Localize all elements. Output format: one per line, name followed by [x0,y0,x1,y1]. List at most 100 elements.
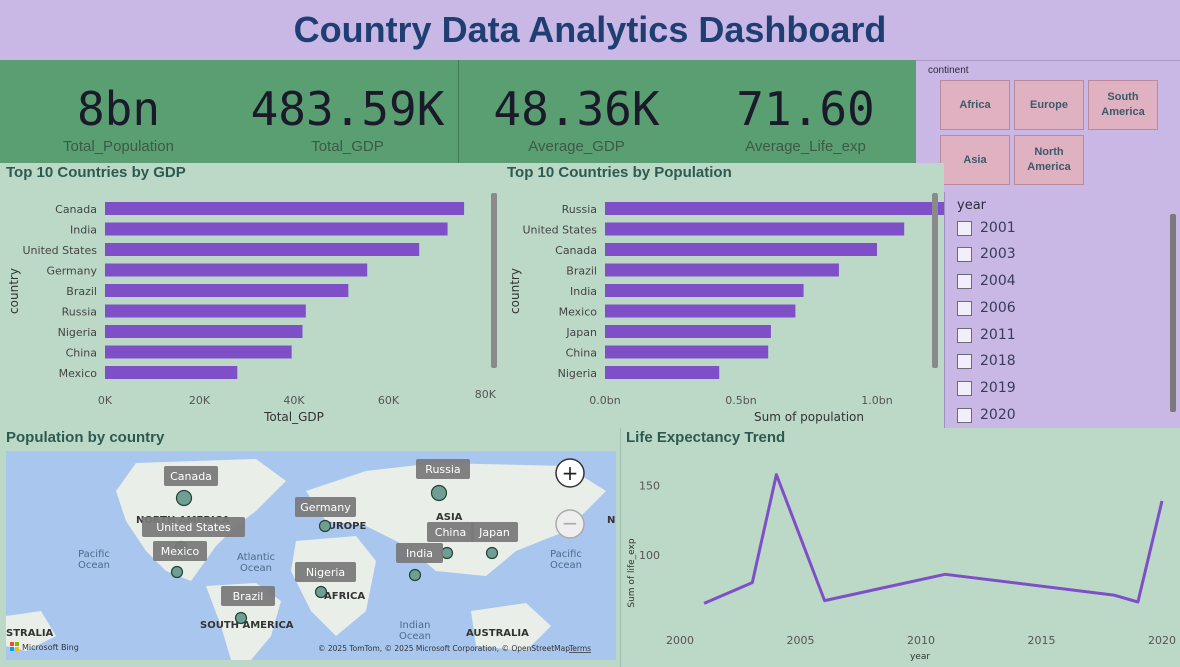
map-marker-label: China [435,526,466,539]
continent-south-america-button[interactable]: South America [1088,80,1158,130]
year-option[interactable]: 2003 [957,243,1016,265]
continent-africa-button[interactable]: Africa [940,80,1010,130]
bar[interactable] [605,366,720,379]
continent-north-america-button[interactable]: North America [1014,135,1084,185]
map-marker-label: Canada [170,470,212,483]
gdp-bar-chart: Canada India United States Germany Brazil Rus… [7,202,465,424]
kpi-average-gdp[interactable]: 48.36K Average_GDP [462,60,691,163]
axis-tick-label: 40K [283,394,305,407]
bar-category-label: Canada [555,244,597,257]
kpi-total-gdp[interactable]: 483.59K Total_GDP [233,60,462,163]
checkbox[interactable] [957,273,972,289]
bar-category-label: Brazil [66,285,97,298]
map-marker-label: Nigeria [306,566,345,579]
australia-shape [471,603,551,651]
region-label: AUSTRALIA [466,628,529,639]
checkbox[interactable] [957,327,972,343]
map-marker-label-bg [295,497,356,517]
continent-europe-button[interactable]: Europe [1014,80,1084,130]
year-option[interactable]: 2001 [957,217,1016,239]
year-option[interactable]: 2004 [957,270,1016,292]
map-marker-label-bg [416,459,470,479]
bar[interactable] [105,325,303,338]
map-marker[interactable] [234,611,248,625]
checkbox[interactable] [957,300,972,316]
life-exp-line[interactable] [703,473,1164,605]
bar[interactable] [605,263,839,277]
checkbox[interactable] [957,220,972,236]
x-tick-label: 2005 [787,634,815,647]
life-chart-panel [620,428,1180,667]
x-tick-label: 2010 [907,634,935,647]
year-option-label: 2011 [980,327,1016,343]
map-marker[interactable] [430,484,448,502]
kpi-total-population[interactable]: 8bn Total_Population [4,60,233,163]
year-option[interactable]: 2011 [957,324,1016,346]
bar[interactable] [105,202,465,215]
kpi-value: 48.36K [493,82,660,136]
microsoft-logo-icon-part [15,647,19,651]
ocean-label: Pacific Ocean [550,549,582,571]
year-option[interactable]: 2006 [957,297,1016,319]
map-attribution[interactable]: © 2025 TomTom, © 2025 Microsoft Corporat… [318,644,570,653]
kpi-label: Average_Life_exp [745,138,866,155]
bar-category-label: United States [23,244,98,257]
axis-tick-label: 0.5bn [725,394,756,407]
continent-asia-button[interactable]: Asia [940,135,1010,185]
africa-shape [291,536,376,636]
year-option[interactable]: 2018 [957,350,1016,372]
bar[interactable] [105,345,292,359]
year-option-label: 2003 [980,246,1016,262]
zoom-in-button[interactable] [555,458,585,488]
map-marker[interactable] [170,565,184,579]
map-marker[interactable] [440,546,454,560]
map-marker[interactable] [314,585,328,599]
year-option[interactable]: 2020 [957,404,1016,426]
map-marker-label-bg [427,522,474,542]
map-marker[interactable] [318,519,332,533]
map-marker-label: Russia [425,463,460,476]
bar[interactable] [605,222,905,236]
population-map[interactable]: NORTH AMERICA EUROPE ASIA AFRICA SOUTH A… [6,451,616,660]
checkbox[interactable] [957,353,972,369]
map-terms-link[interactable]: Terms [568,644,591,653]
year-option[interactable]: 2019 [957,377,1016,399]
bar[interactable] [605,345,769,359]
x-axis-label: Sum of population [754,410,864,424]
bar[interactable] [105,284,349,297]
australia-west-shape [6,611,56,651]
bar[interactable] [105,222,448,236]
bar-category-label: Mexico [59,367,98,380]
microsoft-logo-icon-part [15,642,19,646]
map-marker[interactable] [485,546,499,560]
bar-category-label: Brazil [566,265,597,278]
zoom-out-button[interactable] [555,509,585,539]
y-tick-label: 150 [639,480,660,493]
bar[interactable] [605,325,771,338]
pop-chart-scrollbar[interactable] [932,193,938,368]
checkbox[interactable] [957,380,972,396]
bar-category-label: Mexico [559,306,598,319]
year-slicer-label: year [957,198,987,213]
bar-category-label: Nigeria [58,326,97,339]
bar[interactable] [605,243,877,256]
bar[interactable] [105,263,368,277]
bar[interactable] [105,366,238,379]
region-label: AFRICA [324,591,365,602]
kpi-label: Total_Population [63,138,174,155]
bar[interactable] [105,304,306,318]
year-slicer-scrollbar[interactable] [1170,214,1176,412]
bar[interactable] [105,243,420,256]
map-marker[interactable] [175,489,193,507]
map-marker[interactable] [408,568,422,582]
bar[interactable] [605,304,796,318]
kpi-average-life-exp[interactable]: 71.60 Average_Life_exp [691,60,920,163]
axis-tick-label: 0K [98,394,113,407]
bar[interactable] [605,284,804,297]
x-tick-label: 2015 [1028,634,1056,647]
checkbox[interactable] [957,246,972,262]
bar[interactable] [605,202,944,215]
region-label: ASIA [436,512,463,523]
checkbox[interactable] [957,407,972,423]
gdp-chart-scrollbar[interactable] [491,193,497,368]
